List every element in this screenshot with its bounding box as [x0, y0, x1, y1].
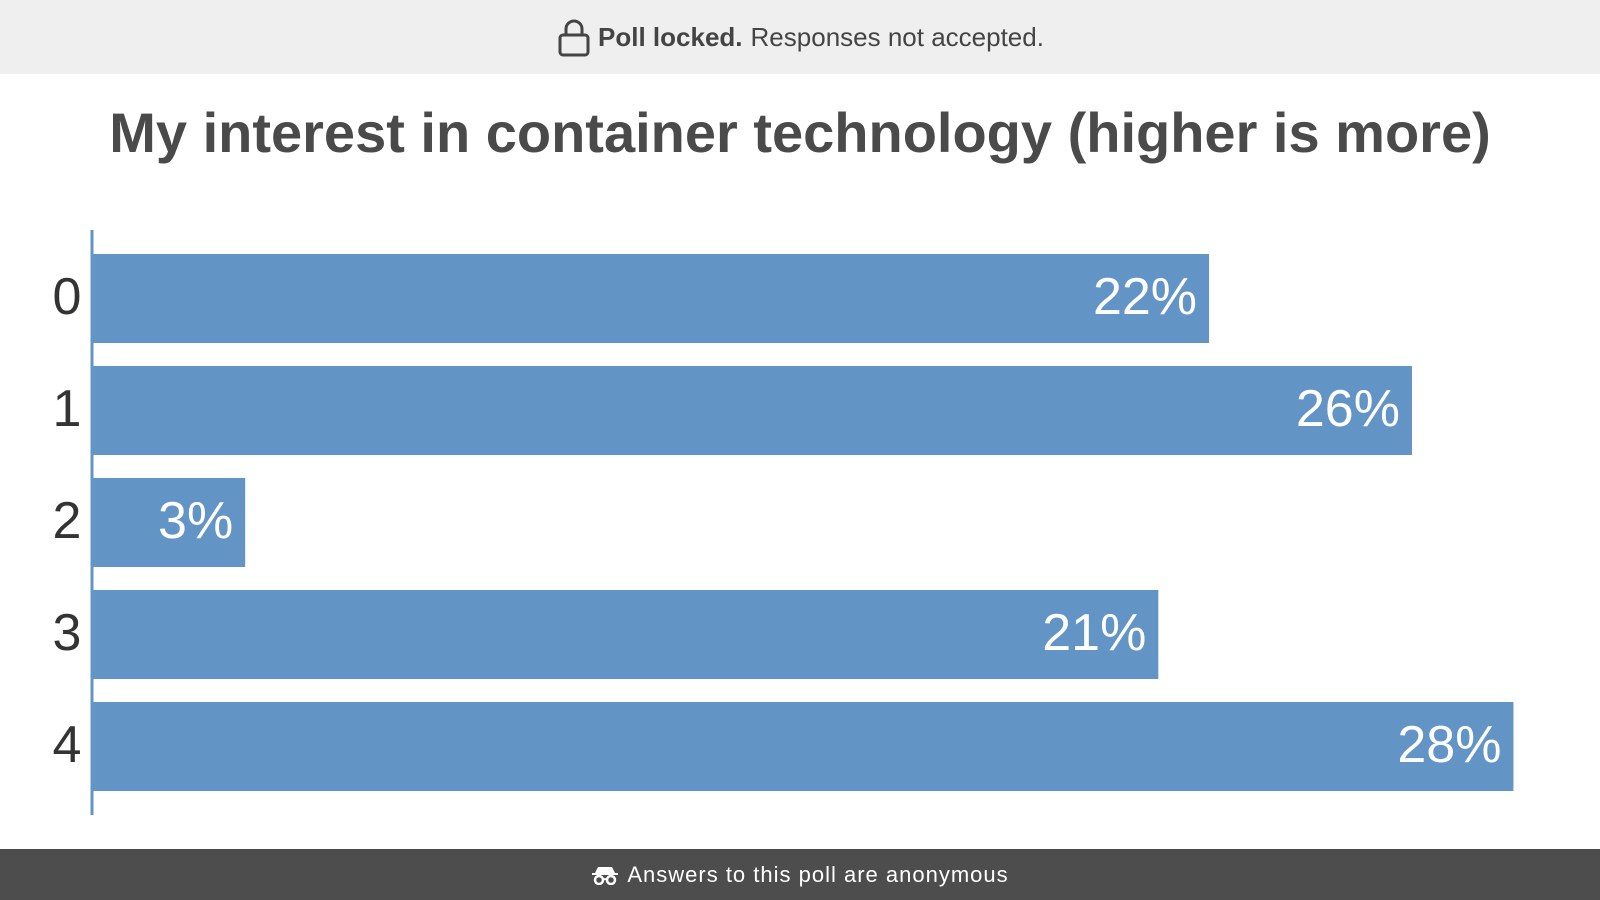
bar-value-label: 28% [1397, 716, 1501, 774]
bar-value-label: 26% [1296, 380, 1400, 438]
anonymous-footer: Answers to this poll are anonymous [0, 849, 1600, 900]
bar-value-label: 3% [158, 492, 233, 550]
banner-bold-text: Poll locked. [598, 21, 743, 52]
incognito-icon [592, 866, 619, 885]
category-label: 4 [53, 716, 82, 774]
bar-chart: 22% 0 26% 1 3% 2 21% 3 28% 4 [53, 230, 1514, 815]
category-label: 1 [53, 380, 82, 438]
category-label: 3 [53, 604, 82, 662]
category-label: 0 [53, 268, 82, 326]
bar-value-label: 21% [1042, 604, 1146, 662]
bar-3 [93, 590, 1159, 679]
bar-2 [93, 478, 246, 567]
chart-title: My interest in container technology (hig… [109, 101, 1491, 164]
bar-1 [93, 366, 1412, 455]
footer-text: Answers to this poll are anonymous [627, 861, 1009, 887]
category-label: 2 [53, 492, 82, 550]
lock-icon [558, 19, 590, 57]
bar-0 [93, 254, 1210, 343]
poll-locked-banner: Poll locked. Responses not accepted. [0, 0, 1600, 74]
banner-text: Responses not accepted. [750, 21, 1044, 52]
bar-value-label: 22% [1093, 268, 1197, 326]
bar-4 [93, 702, 1514, 791]
